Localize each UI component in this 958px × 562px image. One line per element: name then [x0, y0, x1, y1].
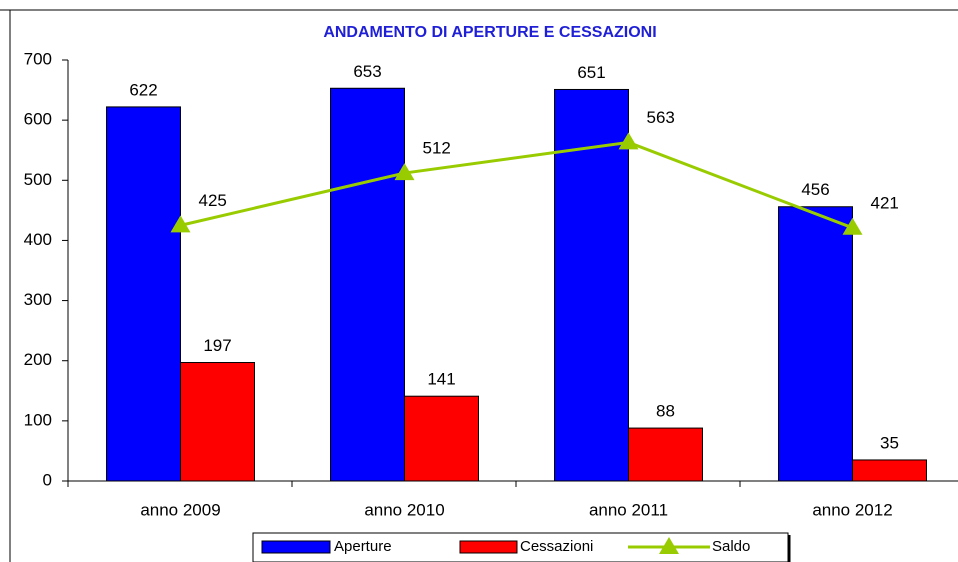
line-marker — [842, 217, 863, 235]
data-label: 456 — [801, 180, 829, 199]
bar — [330, 87, 405, 482]
y-tick-label: 0 — [43, 470, 52, 489]
y-tick-label: 600 — [24, 110, 52, 129]
data-label: 88 — [656, 402, 675, 421]
y-tick-label: 100 — [24, 410, 52, 429]
line-marker — [618, 132, 639, 150]
y-tick-label: 700 — [24, 49, 52, 68]
y-tick-label: 200 — [24, 350, 52, 369]
x-tick-label: anno 2012 — [812, 500, 892, 519]
legend-marker — [659, 537, 679, 554]
bar — [628, 427, 703, 482]
y-tick-label: 300 — [24, 290, 52, 309]
line-marker — [170, 215, 191, 233]
bar — [852, 459, 927, 482]
line — [180, 140, 854, 230]
bar — [554, 88, 629, 482]
data-label: 197 — [203, 336, 231, 355]
data-label: 653 — [353, 62, 381, 81]
x-tick-label: anno 2011 — [589, 500, 668, 519]
y-tick-label: 500 — [24, 170, 52, 189]
bar — [778, 206, 853, 482]
data-label: 35 — [880, 433, 899, 452]
x-tick-label: anno 2009 — [140, 500, 220, 519]
line-marker — [394, 163, 415, 181]
chart-title: ANDAMENTO DI APERTURE E CESSAZIONI — [323, 24, 656, 41]
legend-swatch — [261, 540, 331, 554]
legend-label: Saldo — [712, 538, 750, 555]
y-tick-label: 400 — [24, 230, 52, 249]
legend-label: Cessazioni — [520, 538, 593, 555]
legend-label: Aperture — [334, 538, 392, 555]
bar — [106, 106, 181, 482]
data-label: 622 — [129, 80, 157, 99]
data-label: 421 — [871, 193, 899, 212]
data-label: 141 — [427, 370, 455, 389]
bar — [180, 362, 255, 482]
bar — [404, 395, 479, 482]
legend-swatch — [459, 540, 518, 554]
data-label: 563 — [647, 108, 675, 127]
data-label: 425 — [199, 191, 227, 210]
x-tick-label: anno 2010 — [364, 500, 444, 519]
data-label: 651 — [577, 63, 605, 82]
data-label: 512 — [423, 139, 451, 158]
